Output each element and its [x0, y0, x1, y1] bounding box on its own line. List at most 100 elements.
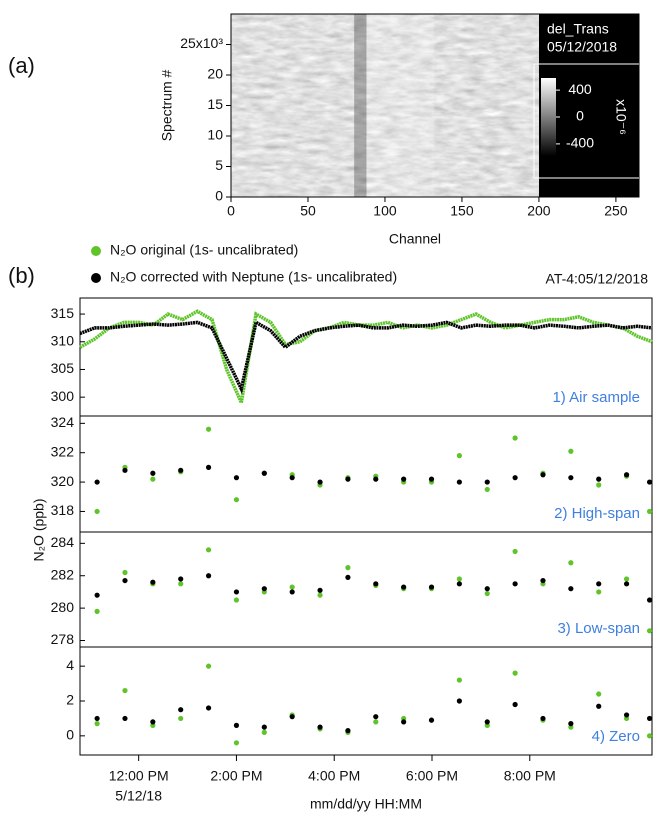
data-point [317, 724, 323, 730]
y-tick-label: 284 [51, 534, 75, 550]
data-point [205, 547, 212, 553]
panel-frame [79, 646, 653, 756]
data-point [623, 712, 630, 718]
data-point [205, 426, 212, 432]
data-point [345, 574, 351, 580]
x-tick-label: 50 [300, 203, 316, 219]
data-point [596, 691, 602, 697]
data-point [568, 560, 574, 566]
data-point [150, 579, 156, 585]
data-point [596, 703, 602, 709]
data-point [512, 475, 518, 481]
data-point [122, 569, 128, 576]
data-point [646, 733, 653, 739]
data-point [428, 476, 435, 482]
data-point [456, 479, 462, 485]
data-point [289, 475, 295, 481]
data-point [178, 576, 184, 582]
legend-marker [91, 246, 101, 256]
legend-title: del_Trans [547, 21, 609, 37]
data-point [568, 586, 574, 592]
data-point [568, 721, 574, 727]
data-point [401, 584, 407, 590]
y-tick-label: 20 [207, 66, 223, 82]
data-point [94, 592, 100, 598]
data-point [233, 597, 240, 603]
y-tick-label: 0 [66, 727, 74, 743]
y-tick-label: 280 [51, 599, 75, 615]
data-point [122, 715, 128, 722]
data-point [512, 581, 518, 587]
data-point [150, 476, 156, 482]
y-tick-label: 278 [51, 631, 75, 647]
data-point [484, 590, 490, 597]
y-tick-label: 305 [51, 360, 75, 376]
data-point [261, 586, 267, 592]
y-tick-label: 315 [51, 305, 75, 321]
data-point [205, 573, 212, 579]
y-tick-label: 15 [207, 96, 223, 112]
data-point [150, 719, 156, 725]
data-point [317, 592, 323, 598]
data-point [94, 479, 100, 485]
y-axis-label: Spectrum # [159, 69, 175, 141]
data-point [94, 715, 100, 722]
data-point [596, 476, 602, 482]
data-point [94, 721, 100, 727]
panel-annotation: 3) Low-span [557, 620, 640, 637]
heatmap-band [354, 14, 367, 197]
data-point [646, 479, 653, 485]
data-point [373, 714, 379, 720]
colorbar-tick-label: -400 [566, 135, 594, 151]
panel-annotation: 2) High-span [554, 505, 640, 522]
x-tick-label: 250 [604, 203, 628, 219]
x-axis-label: Channel [389, 231, 441, 247]
data-point [646, 597, 653, 603]
x-tick-label: 12:00 PM [109, 768, 169, 784]
data-point [94, 508, 100, 515]
x-tick-label: 200 [527, 203, 551, 219]
data-point [233, 740, 240, 746]
data-point [596, 589, 602, 595]
data-point [317, 479, 323, 485]
data-point [178, 707, 184, 713]
data-point [373, 719, 379, 725]
data-point [568, 475, 574, 481]
data-point [233, 589, 240, 595]
x-tick-label: 8:00 PM [504, 768, 556, 784]
data-point [596, 482, 602, 488]
data-point [484, 586, 490, 592]
data-point [484, 486, 490, 493]
data-point [122, 687, 128, 694]
data-point [428, 717, 435, 723]
x-tick-label: 0 [227, 203, 235, 219]
data-point [484, 719, 490, 725]
x-date-label: 5/12/18 [115, 788, 162, 804]
data-point [373, 476, 379, 482]
data-point [540, 715, 546, 722]
heatmap-band [366, 14, 435, 197]
data-point [289, 714, 295, 720]
x-axis-label: mm/dd/yy HH:MM [310, 796, 422, 812]
data-point [623, 581, 630, 587]
data-point [205, 705, 212, 711]
data-point [178, 715, 184, 722]
series-line [79, 319, 653, 395]
data-point [178, 467, 184, 473]
y-tick-label: 5 [215, 157, 223, 173]
data-point [623, 472, 630, 478]
x-tick-label: 150 [450, 203, 474, 219]
y-tick-label: 322 [51, 443, 75, 459]
data-point [568, 448, 574, 454]
data-point [512, 435, 518, 441]
data-point [94, 608, 100, 614]
y-tick-label: 25x10³ [180, 35, 223, 51]
data-point [484, 479, 490, 485]
data-point [428, 584, 435, 590]
data-point [205, 464, 212, 470]
data-point [596, 581, 602, 587]
y-tick-label: 320 [51, 473, 75, 489]
data-point [456, 576, 462, 582]
data-point [456, 581, 462, 587]
